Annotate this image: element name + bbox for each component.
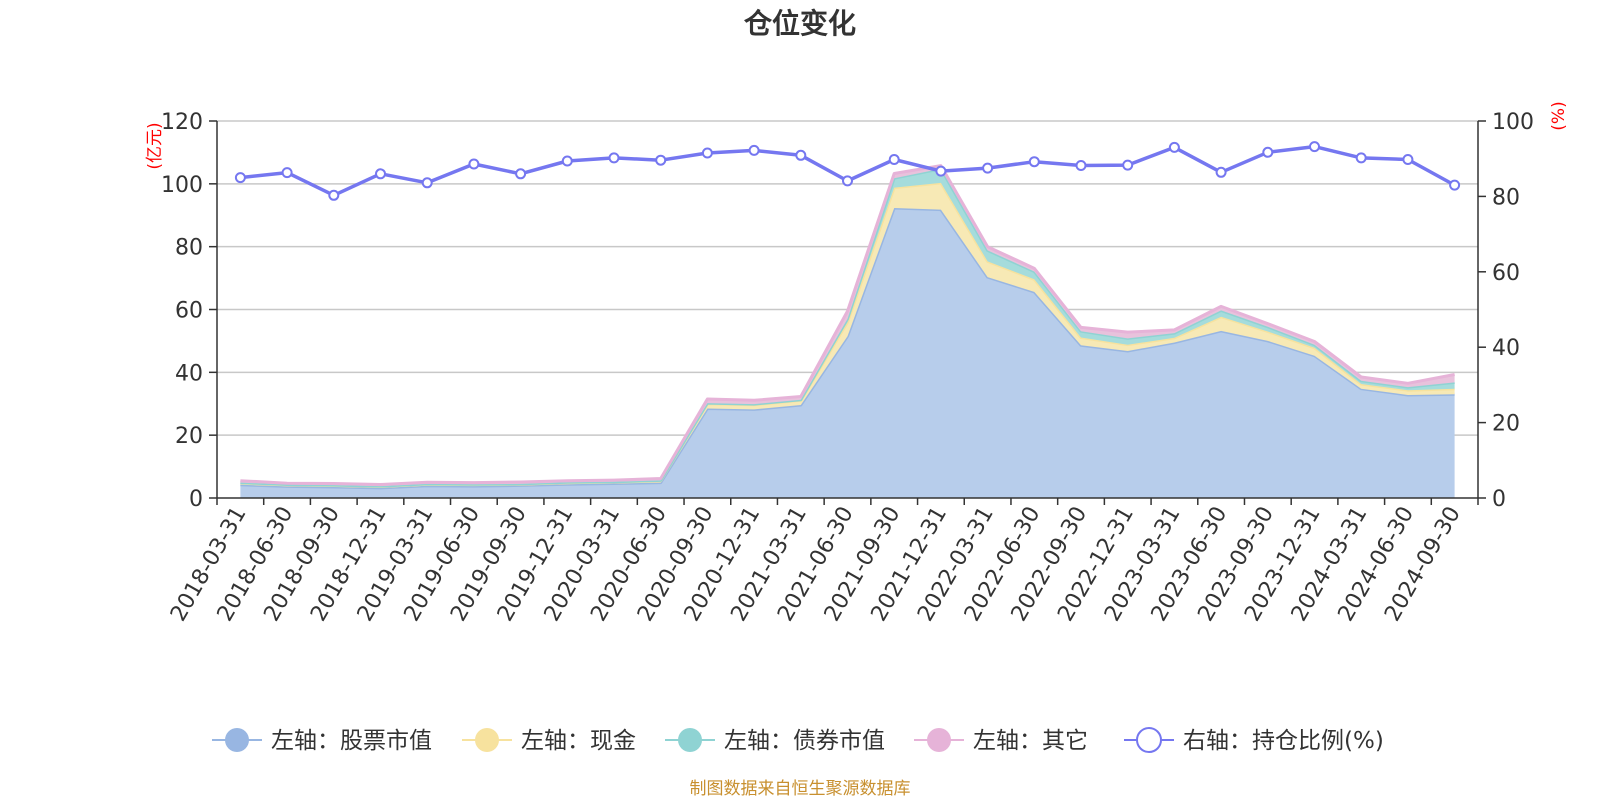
holding-ratio-point [421,177,433,189]
legend-item: 左轴：其它 [914,728,1088,754]
left-axis-tick-label: 60 [175,299,203,324]
holding-ratio-point [1028,156,1040,168]
left-axis-tick-label: 40 [175,361,203,386]
legend-marker [927,728,951,752]
legend-label: 左轴：股票市值 [271,728,432,754]
holding-ratio-point [561,155,573,167]
legend-label: 左轴：其它 [973,728,1088,754]
left-axis-tick-label: 20 [175,424,203,449]
holding-ratio-point [982,162,994,174]
holding-ratio-point [375,168,386,180]
holding-ratio-point [748,144,760,156]
left-axis-tick-label: 100 [161,173,203,198]
holding-ratio-point [1168,141,1180,153]
legend-marker [678,728,702,752]
holding-ratio-point [1262,146,1274,158]
right-axis-tick-label: 60 [1492,261,1520,286]
right-axis-tick-label: 40 [1492,336,1520,361]
source-note: 制图数据来自恒生聚源数据库 [690,779,911,799]
holding-ratio-point [701,147,713,159]
right-axis-tick-label: 80 [1492,185,1520,210]
chart-title: 仓位变化 [744,7,856,40]
holding-ratio-point [1355,152,1367,164]
holding-ratio-point [842,175,853,187]
line-layer [234,141,1461,201]
holding-ratio-point [1449,179,1461,191]
legend-marker [475,728,499,752]
holding-ratio-point [1309,141,1320,153]
area-0 [240,208,1455,498]
left-axis-tick-label: 0 [189,487,203,512]
holding-ratio-point [515,168,527,180]
right-axis-tick-label: 20 [1492,412,1520,437]
legend-label: 左轴：现金 [521,728,636,754]
holding-ratio-point [795,149,807,161]
right-axis-tick-label: 100 [1492,110,1534,135]
holding-ratio-point [608,152,620,164]
legend-item: 左轴：现金 [462,728,636,754]
holding-ratio-point [1122,159,1134,171]
right-axis-unit: (%) [1549,101,1569,130]
holding-ratio-point [234,172,246,184]
legend-label: 右轴：持仓比例(%) [1183,728,1384,754]
legend-item: 右轴：持仓比例(%) [1124,727,1384,754]
left-axis-tick-label: 80 [175,236,203,261]
legend: 左轴：股票市值 左轴：现金 左轴：债券市值 左轴：其它 右轴：持仓比例(%) [212,727,1384,754]
legend-item: 左轴：股票市值 [212,728,432,754]
holding-ratio-point [935,165,947,177]
holding-ratio-point [655,154,667,166]
area-1 [240,182,1455,488]
holding-ratio-point [888,154,900,165]
right-axis-tick-label: 0 [1492,487,1506,512]
left-axis-tick-label: 120 [161,110,203,135]
holding-ratio-point [328,189,340,201]
legend-label: 左轴：债券市值 [724,728,885,754]
legend-item: 左轴：债券市值 [665,728,885,754]
holding-ratio-point [1402,154,1414,165]
holding-ratio-point [1075,160,1087,171]
legend-marker [1136,727,1162,753]
holding-ratio-point [281,167,293,179]
area-edge-3 [240,164,1455,486]
area-layer [240,164,1455,498]
left-axis-unit: (亿元) [145,122,165,169]
legend-marker [225,728,249,752]
holding-ratio-point [468,158,480,170]
holding-ratio-point [1215,166,1227,178]
